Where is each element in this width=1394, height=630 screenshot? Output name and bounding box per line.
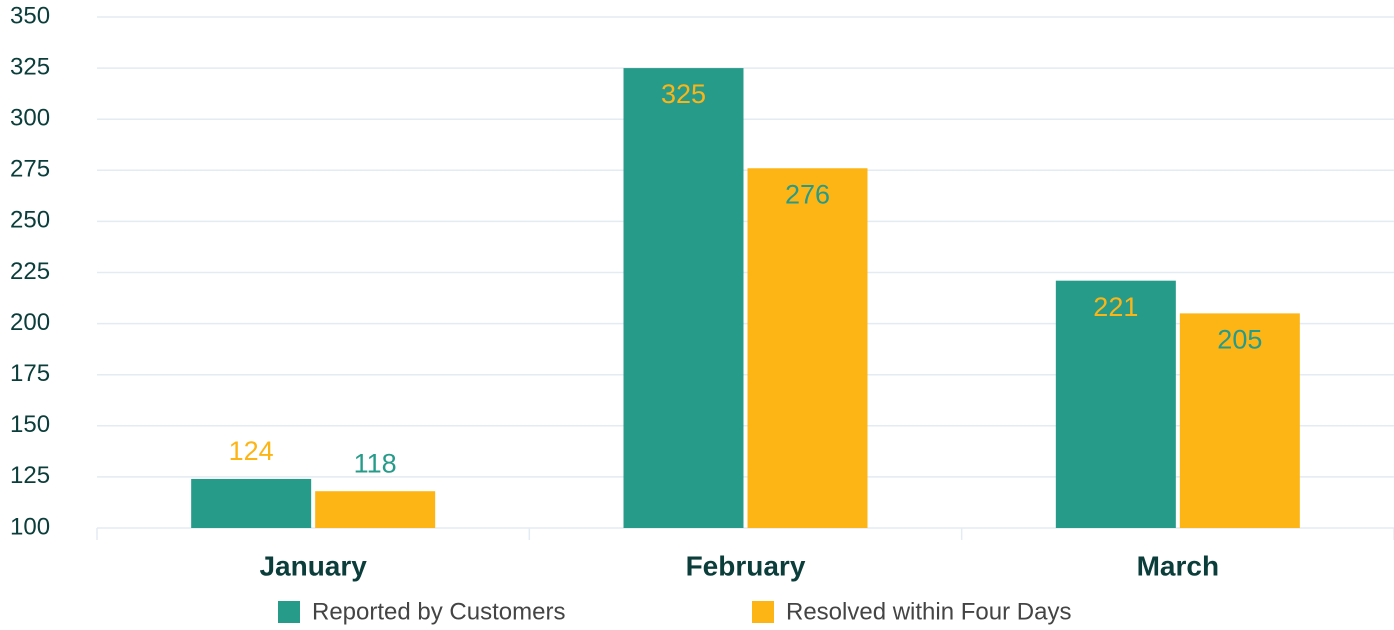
y-tick-label: 225 <box>10 258 50 285</box>
bar <box>623 68 744 528</box>
legend-label: Reported by Customers <box>312 598 565 625</box>
bar <box>315 491 436 528</box>
bar <box>747 168 868 529</box>
y-tick-label: 325 <box>10 53 50 80</box>
data-label: 205 <box>1217 325 1262 355</box>
legend-label: Resolved within Four Days <box>786 598 1071 625</box>
x-tick-label: January <box>259 550 367 581</box>
y-tick-label: 250 <box>10 207 50 234</box>
data-label: 124 <box>229 436 274 466</box>
legend-swatch <box>278 601 300 623</box>
x-tick-label: February <box>686 550 806 581</box>
y-tick-label: 125 <box>10 462 50 489</box>
data-label: 276 <box>785 179 830 209</box>
y-tick-label: 100 <box>10 513 50 540</box>
y-tick-label: 350 <box>10 2 50 29</box>
y-tick-label: 175 <box>10 360 50 387</box>
legend-swatch <box>752 601 774 623</box>
y-tick-label: 275 <box>10 156 50 183</box>
data-label: 221 <box>1093 292 1138 322</box>
y-tick-label: 150 <box>10 411 50 438</box>
bar <box>1179 313 1300 528</box>
data-label: 118 <box>354 448 397 478</box>
bar <box>1055 280 1176 528</box>
y-tick-label: 200 <box>10 309 50 336</box>
y-tick-label: 300 <box>10 105 50 132</box>
bar <box>191 478 312 528</box>
data-label: 325 <box>661 79 706 109</box>
x-tick-label: March <box>1137 550 1219 581</box>
